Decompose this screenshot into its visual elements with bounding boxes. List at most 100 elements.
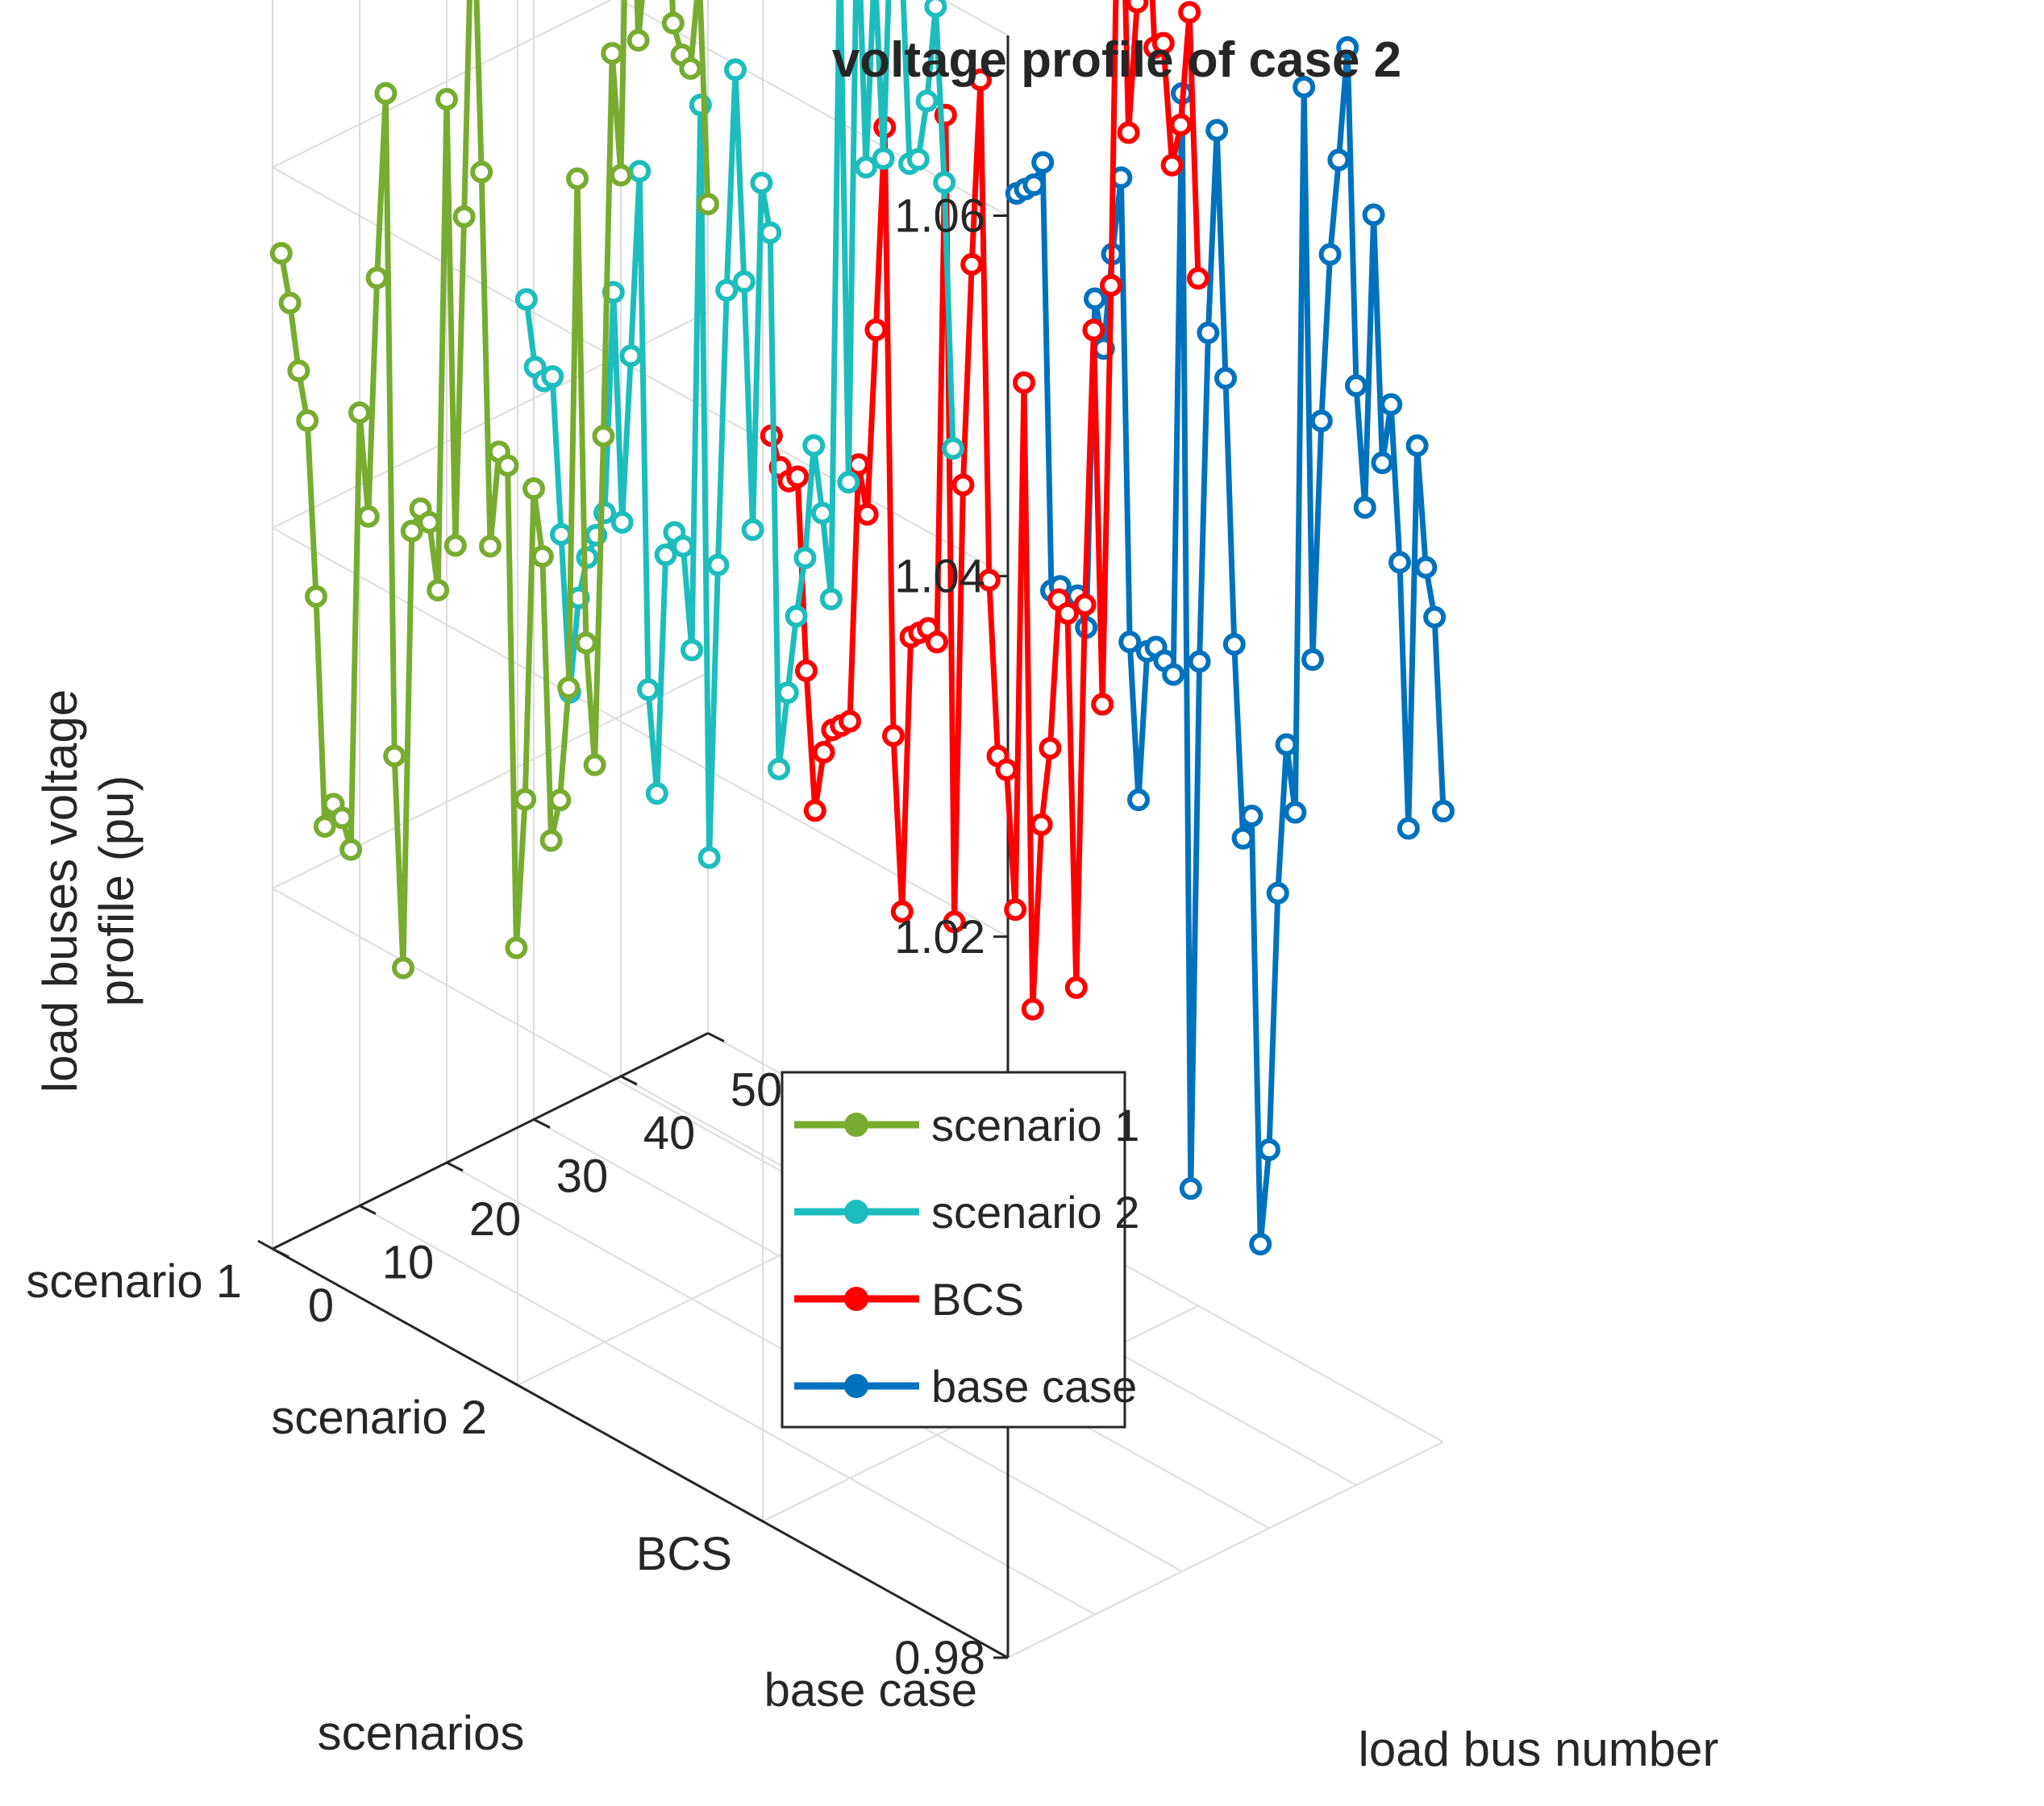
data-point	[795, 659, 818, 682]
data-point	[882, 724, 905, 747]
z-axis-label-group: load buses voltage profile (pu)	[33, 689, 144, 1092]
legend-swatch-marker	[844, 1374, 868, 1398]
legend-swatch-marker	[844, 1287, 868, 1311]
data-point	[933, 171, 956, 194]
data-point	[942, 437, 964, 460]
data-point	[592, 424, 615, 447]
data-point	[427, 578, 450, 601]
x-tick-label: 0	[308, 1280, 334, 1332]
x-tick-label: 40	[643, 1107, 696, 1159]
data-point	[803, 799, 826, 822]
data-point	[915, 89, 939, 113]
data-point	[1388, 551, 1411, 574]
data-point	[443, 534, 467, 557]
y-axis-label: scenarios	[318, 1706, 525, 1760]
data-point	[1353, 496, 1376, 519]
y-tick-mark	[993, 1648, 1009, 1659]
data-point	[924, 0, 947, 19]
data-point	[1031, 151, 1055, 174]
data-point	[1127, 789, 1150, 812]
data-point	[837, 471, 860, 494]
data-point	[1013, 371, 1035, 394]
chart-title: voltage profile of case 2	[832, 32, 1401, 88]
data-point	[610, 510, 634, 534]
data-point	[514, 288, 538, 311]
grid-floor-x	[359, 1205, 1096, 1616]
legend-label: scenario 2	[931, 1187, 1139, 1238]
data-point	[890, 900, 914, 923]
data-point	[1084, 287, 1106, 310]
legend-label: base case	[931, 1361, 1137, 1412]
series-line	[278, 0, 711, 971]
series-scenario-2	[514, 0, 964, 869]
data-point	[566, 167, 589, 190]
data-point	[1301, 648, 1324, 672]
data-point	[574, 631, 597, 655]
data-point	[348, 401, 371, 424]
data-point	[1380, 393, 1403, 416]
data-point	[645, 782, 668, 805]
y-tick-mark	[257, 1239, 273, 1250]
data-point	[654, 543, 677, 567]
data-point	[786, 465, 810, 489]
data-point	[1318, 243, 1342, 266]
data-point	[1345, 374, 1368, 397]
data-point	[356, 505, 380, 528]
data-point	[1187, 267, 1209, 290]
data-point	[627, 29, 650, 52]
x-tick-mark	[272, 1247, 289, 1259]
data-point	[1169, 113, 1193, 136]
data-point	[505, 936, 528, 959]
z-axis-label-line-1: load buses voltage	[33, 689, 87, 1092]
data-point	[1118, 630, 1142, 654]
y-tick-label: scenario 2	[271, 1392, 487, 1444]
data-point	[802, 434, 826, 457]
data-point	[392, 956, 414, 980]
data-point	[287, 359, 310, 382]
x-tick-label: 20	[469, 1193, 522, 1246]
data-point	[943, 910, 966, 934]
data-point	[1371, 452, 1394, 475]
data-point	[1056, 601, 1079, 625]
data-point	[400, 519, 423, 543]
data-point	[812, 740, 835, 764]
grid-side-wall-z	[272, 0, 613, 169]
data-point	[732, 270, 756, 293]
data-point	[960, 252, 984, 276]
data-point	[496, 454, 519, 477]
data-point	[855, 156, 877, 179]
data-point	[548, 789, 572, 812]
x-axis-line	[272, 1032, 709, 1250]
data-point	[1249, 1233, 1272, 1256]
data-point	[339, 838, 363, 861]
grid-floor-y	[1007, 1441, 1444, 1658]
data-point	[637, 678, 660, 701]
data-point	[365, 266, 389, 289]
data-point	[906, 148, 930, 171]
x-tick-mark	[620, 1075, 638, 1086]
data-point	[1327, 148, 1351, 172]
data-point	[759, 221, 782, 244]
data-point	[557, 676, 581, 699]
data-point	[1423, 605, 1447, 629]
data-point	[619, 344, 643, 368]
legend: scenario 1 scenario 2 BCS base case	[781, 1071, 1139, 1429]
data-point	[383, 744, 406, 768]
data-point	[679, 57, 702, 80]
data-point	[305, 585, 327, 608]
legend-label: scenario 1	[931, 1100, 1139, 1151]
legend-swatch-marker	[844, 1113, 868, 1137]
data-point	[872, 147, 895, 170]
z-axis-label-line-2: profile (pu)	[90, 776, 144, 1007]
data-point	[1082, 318, 1105, 342]
data-point	[374, 81, 398, 105]
plot-area	[269, 0, 1455, 1256]
data-point	[269, 242, 293, 265]
data-point	[1309, 410, 1333, 433]
data-point	[418, 510, 441, 534]
data-point	[724, 58, 747, 81]
y-tick-label: BCS	[636, 1528, 732, 1580]
data-point	[681, 639, 703, 662]
data-point	[697, 846, 721, 869]
